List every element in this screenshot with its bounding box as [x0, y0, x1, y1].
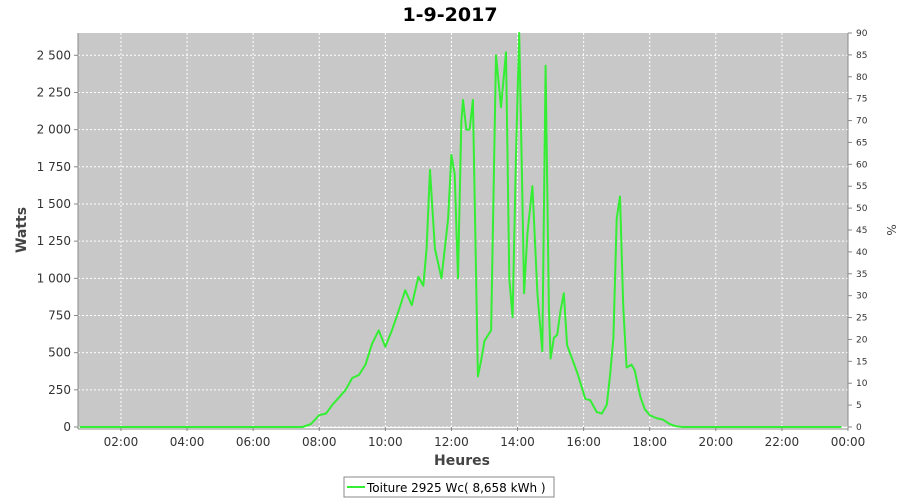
y-tick-label: 500 — [48, 346, 71, 360]
y2-tick-label: 5 — [856, 401, 862, 411]
x-tick-label: 12:00 — [434, 435, 469, 449]
y2-tick-label: 85 — [856, 51, 867, 61]
legend-label: Toiture 2925 Wc( 8,658 kWh ) — [366, 481, 546, 495]
y2-tick-label: 0 — [856, 423, 862, 433]
y-tick-label: 2 000 — [37, 123, 71, 137]
x-tick-label: 00:00 — [831, 435, 866, 449]
y2-tick-label: 25 — [856, 314, 867, 324]
y2-tick-label: 80 — [856, 73, 868, 83]
y2-tick-label: 30 — [856, 292, 868, 302]
x-tick-label: 06:00 — [236, 435, 271, 449]
x-tick-label: 22:00 — [765, 435, 800, 449]
x-tick-label: 02:00 — [104, 435, 139, 449]
y-tick-label: 750 — [48, 308, 71, 322]
x-tick-label: 10:00 — [368, 435, 403, 449]
y-tick-label: 1 500 — [37, 197, 71, 211]
y2-tick-label: 65 — [856, 138, 867, 148]
y2-tick-label: 75 — [856, 95, 867, 105]
y2-tick-label: 10 — [856, 379, 868, 389]
legend-box — [343, 476, 555, 498]
plot-area — [78, 33, 848, 427]
y-tick-label: 1 750 — [37, 160, 71, 174]
x-tick-label: 14:00 — [500, 435, 535, 449]
series-layer — [79, 32, 842, 428]
y2-tick-label: 20 — [856, 335, 868, 345]
y2-axis-label: % — [884, 224, 898, 235]
chart-title: 1-9-2017 — [402, 4, 497, 26]
y2-tick-label: 55 — [856, 182, 867, 192]
y2-tick-label: 45 — [856, 226, 867, 236]
y2-tick-label: 40 — [856, 248, 868, 258]
x-tick-label: 20:00 — [699, 435, 734, 449]
x-tick-label: 04:00 — [170, 435, 205, 449]
y-tick-label: 2 500 — [37, 48, 71, 62]
y-tick-label: 2 250 — [37, 85, 71, 99]
x-axis-label: Heures — [434, 453, 490, 469]
y2-tick-label: 90 — [856, 29, 868, 39]
grid-lines — [78, 33, 849, 428]
y-tick-label: 1 250 — [37, 234, 71, 248]
y2-tick-label: 50 — [856, 204, 868, 214]
y2-tick-label: 15 — [856, 357, 867, 367]
y2-tick-label: 70 — [856, 117, 868, 127]
y-tick-label: 250 — [48, 383, 71, 397]
series-line-0 — [79, 32, 842, 428]
x-tick-label: 18:00 — [632, 435, 667, 449]
y2-tick-label: 60 — [856, 160, 868, 170]
y-tick-label: 1 000 — [37, 271, 71, 285]
y-tick-label: 0 — [63, 420, 71, 434]
y-axis-label: Watts — [14, 207, 30, 253]
y2-tick-label: 35 — [856, 270, 867, 280]
x-tick-label: 16:00 — [566, 435, 601, 449]
x-tick-label: 08:00 — [302, 435, 337, 449]
legend: Toiture 2925 Wc( 8,658 kWh ) — [343, 476, 555, 498]
